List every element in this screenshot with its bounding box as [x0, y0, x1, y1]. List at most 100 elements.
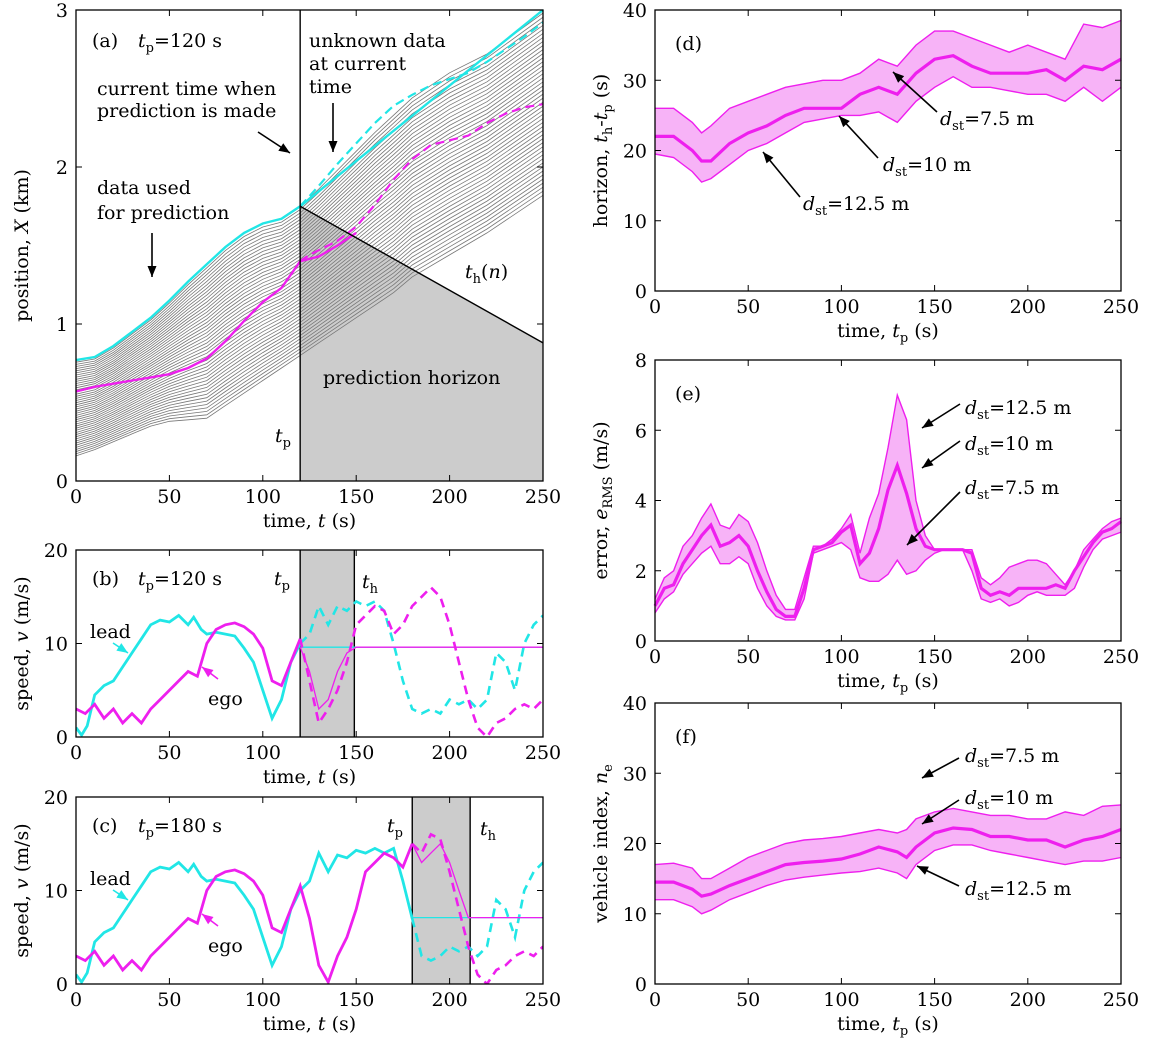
annotation-data-used: data used	[97, 177, 191, 199]
series-label: dst=7.5 m	[965, 477, 1059, 503]
annotation-data-used: for prediction	[97, 202, 229, 224]
panel-label: (d)	[675, 33, 702, 55]
x-axis-label: time, tp (s)	[837, 670, 939, 696]
x-axis-label: time, t (s)	[263, 510, 356, 532]
lead-label: lead	[90, 868, 131, 890]
lead-actual-line	[410, 861, 543, 963]
series-label: dst=10 m	[965, 433, 1053, 459]
dst=10 m-line	[655, 826, 1122, 898]
vehicle-trajectory	[76, 41, 543, 376]
x-tick-label: 100	[245, 742, 281, 764]
x-tick-label: 50	[157, 486, 181, 508]
y-tick-label: 10	[623, 904, 647, 926]
y-tick-label: 0	[56, 727, 68, 749]
vehicle-trajectory	[76, 174, 543, 446]
tp-label: tp	[274, 568, 290, 594]
vehicle-trajectory	[76, 118, 543, 416]
arrow-head	[893, 72, 905, 83]
vehicle-trajectory	[76, 37, 543, 374]
dst=12.5 m-line	[655, 844, 1122, 915]
panel-label: (b)	[92, 568, 119, 590]
x-tick-label: 50	[157, 742, 181, 764]
y-axis-label: position, X (km)	[11, 169, 33, 322]
x-tick-label: 100	[245, 486, 281, 508]
x-tick-label: 150	[338, 989, 374, 1011]
y-tick-label: 0	[56, 471, 68, 493]
vehicle-trajectory	[76, 89, 543, 401]
ego-label: ego	[208, 935, 243, 957]
band-fill	[655, 804, 1121, 914]
series-label: dst=10 m	[965, 787, 1053, 813]
y-tick-label: 20	[623, 141, 647, 163]
y-tick-label: 0	[635, 974, 647, 996]
x-tick-label: 0	[70, 742, 82, 764]
x-tick-label: 200	[1010, 989, 1046, 1011]
x-tick-label: 200	[1010, 296, 1046, 318]
annotation-unknown: at current	[309, 53, 407, 75]
y-tick-label: 30	[623, 70, 647, 92]
prediction-window	[300, 550, 355, 737]
x-axis-label: time, t (s)	[263, 1013, 356, 1035]
y-tick-label: 20	[44, 787, 68, 809]
vehicle-trajectory	[76, 45, 543, 378]
lead-line	[76, 846, 414, 984]
vehicle-trajectory	[76, 150, 543, 433]
vehicle-trajectory	[76, 158, 543, 438]
series-label: dst=10 m	[883, 154, 971, 180]
x-tick-label: 50	[736, 646, 760, 668]
x-tick-label: 50	[157, 989, 181, 1011]
ego-line	[75, 260, 302, 393]
panel-b: 0 50 100 150 200 250 0 10 20 (b) tp=120 s tp th lead e…	[11, 540, 561, 788]
y-tick-label: 2	[635, 561, 647, 583]
y-axis-label: error, eRMS (m/s)	[590, 421, 616, 579]
series-label: dst=12.5 m	[965, 397, 1071, 423]
x-tick-label: 100	[245, 989, 281, 1011]
y-tick-label: 40	[623, 0, 647, 22]
panel-f: 0 50 100 150 200 250 0 10 20 30 40 (f) dst=7.5 m dst=…	[590, 693, 1139, 1039]
plot-frame	[75, 9, 544, 482]
arrow-head	[147, 266, 157, 277]
y-tick-label: 10	[44, 881, 68, 903]
dst=12.5 m-line	[654, 75, 1122, 183]
x-tick-label: 200	[431, 486, 467, 508]
vehicle-trajectory	[76, 24, 543, 367]
x-tick-label: 150	[916, 989, 952, 1011]
y-axis-label: vehicle index, ne	[590, 764, 616, 924]
y-tick-label: 30	[623, 763, 647, 785]
y-tick-label: 0	[56, 974, 68, 996]
arrow-head	[202, 914, 214, 925]
x-tick-label: 250	[1103, 296, 1139, 318]
y-tick-label: 8	[635, 350, 647, 372]
x-axis-label: time, tp (s)	[837, 320, 939, 346]
x-tick-label: 0	[649, 296, 661, 318]
arrow-head	[922, 814, 934, 824]
panel-d: 0 50 100 150 200 250 0 10 20 30 40 (d) dst=7.5 m dst=…	[590, 0, 1139, 346]
annotation-current-time: current time when	[97, 78, 276, 100]
ego-line	[76, 843, 414, 984]
vehicle-trajectory	[76, 57, 543, 384]
panel-label: (a)	[92, 30, 118, 52]
x-tick-label: 200	[1010, 646, 1046, 668]
annotation-current-time: prediction is made	[97, 100, 276, 122]
y-tick-label: 20	[623, 834, 647, 856]
x-tick-label: 100	[823, 646, 859, 668]
x-tick-label: 150	[916, 296, 952, 318]
tp-label: tp	[275, 425, 291, 451]
x-tick-label: 150	[916, 646, 952, 668]
vehicle-trajectory	[76, 194, 543, 457]
series	[76, 832, 543, 984]
arrow-head	[116, 890, 128, 900]
arrow-head	[922, 768, 934, 778]
vehicle-trajectory	[76, 33, 543, 372]
vehicle-trajectory	[76, 93, 543, 404]
panel-a: 0 50 100 150 200 250 0 1 2 3 (a) tp=120 s current ti…	[11, 0, 561, 532]
arrow-head	[328, 141, 338, 152]
x-tick-label: 50	[736, 989, 760, 1011]
th-label: th	[362, 571, 379, 597]
arrow-head	[763, 152, 774, 164]
vehicle-trajectory	[76, 49, 543, 380]
panel-c: 0 50 100 150 200 250 0 10 20 (c) tp=180 s tp th lead e…	[11, 787, 561, 1035]
vehicle-trajectory	[76, 126, 543, 421]
horizon-line	[299, 205, 544, 344]
dst=12.5 m-line	[654, 392, 1122, 611]
